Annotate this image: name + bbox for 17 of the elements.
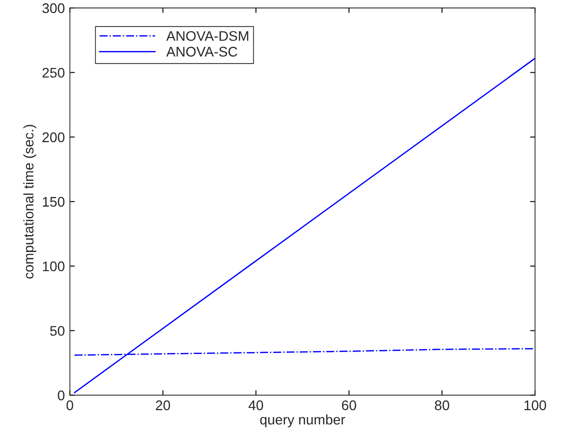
x-axis-title: query number bbox=[260, 414, 346, 428]
y-tick-label: 0 bbox=[58, 390, 64, 400]
y-tick-label: 300 bbox=[42, 3, 64, 14]
x-tick-label: 20 bbox=[156, 400, 170, 410]
y-tick-label: 200 bbox=[42, 132, 64, 142]
legend-label: ANOVA-SC bbox=[166, 46, 238, 57]
legend-label: ANOVA-DSM bbox=[166, 31, 248, 41]
x-tick-label: 40 bbox=[248, 400, 264, 410]
x-tick-label: 60 bbox=[342, 400, 356, 410]
y-tick-label: 150 bbox=[42, 196, 64, 207]
y-axis-title: computational time (sec.) bbox=[23, 124, 36, 279]
x-tick-label: 0 bbox=[66, 400, 74, 410]
y-tick-label: 50 bbox=[50, 326, 64, 336]
y-tick-label: 100 bbox=[42, 261, 64, 272]
x-tick-label: 100 bbox=[524, 400, 546, 410]
x-tick-label: 80 bbox=[434, 400, 450, 410]
y-tick-label: 250 bbox=[42, 68, 64, 78]
